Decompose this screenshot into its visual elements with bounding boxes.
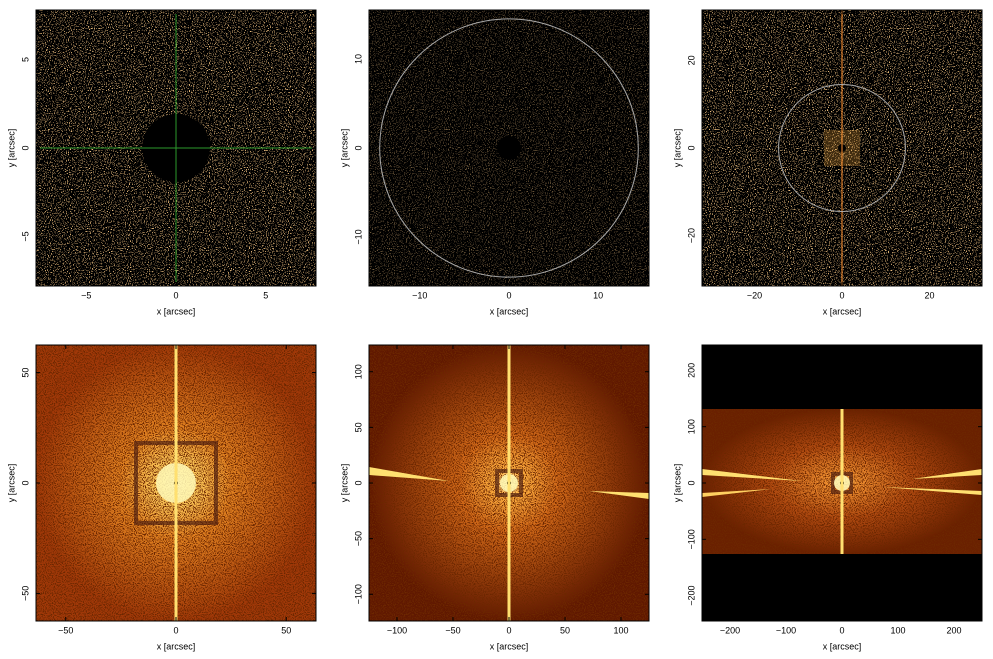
image-streak xyxy=(589,491,649,499)
x-tick-label: −200 xyxy=(720,625,740,635)
x-tick-label: −20 xyxy=(747,290,762,300)
x-tick-label: 20 xyxy=(924,290,934,300)
x-axis-label: x [arcsec] xyxy=(490,641,529,651)
y-tick-label: 0 xyxy=(353,480,363,485)
x-tick-label: 0 xyxy=(173,625,178,635)
x-axis-label: x [arcsec] xyxy=(823,306,862,316)
y-tick-label: 5 xyxy=(20,57,30,62)
y-tick-label: 100 xyxy=(353,364,363,379)
x-tick-label: −50 xyxy=(58,625,73,635)
image xyxy=(702,10,982,286)
image xyxy=(702,345,982,621)
image xyxy=(36,345,316,621)
x-axis-label: x [arcsec] xyxy=(157,306,196,316)
image xyxy=(36,10,316,286)
y-tick-label: 0 xyxy=(686,145,696,150)
image-hole xyxy=(497,136,521,160)
x-tick-label: −100 xyxy=(776,625,796,635)
x-tick-label: 0 xyxy=(839,290,844,300)
y-axis-label: y [arcsec] xyxy=(339,129,349,168)
panel: −200 −100 0 100 200 −200 −100 0 100 200 x [arcsec]… xyxy=(672,344,983,651)
y-axis-label: y [arcsec] xyxy=(672,464,682,503)
y-tick-label: 10 xyxy=(353,54,363,64)
y-axis-label: y [arcsec] xyxy=(6,464,16,503)
aperture-circle xyxy=(778,83,906,213)
image-streak xyxy=(702,469,802,481)
y-tick-label: 50 xyxy=(20,368,30,378)
image-streak xyxy=(369,467,449,481)
x-tick-label: 100 xyxy=(890,625,905,635)
y-tick-label: −100 xyxy=(353,584,363,604)
y-tick-label: −200 xyxy=(686,586,696,606)
panel: −100 −50 0 50 100 −100 −50 0 50 100 x [arcsec] y [a… xyxy=(339,344,650,651)
x-tick-label: 5 xyxy=(263,290,268,300)
x-tick-label: 200 xyxy=(946,625,961,635)
x-tick-label: 100 xyxy=(613,625,628,635)
y-tick-label: 0 xyxy=(686,480,696,485)
y-tick-label: −50 xyxy=(353,531,363,546)
y-tick-label: 0 xyxy=(20,480,30,485)
image-streak xyxy=(702,489,772,497)
y-tick-label: −20 xyxy=(686,228,696,243)
y-tick-label: −50 xyxy=(20,586,30,601)
x-tick-label: 50 xyxy=(281,625,291,635)
panel: −10 0 10 −10 0 10 x [arcsec] y [arcsec] xyxy=(339,9,650,316)
image xyxy=(369,345,649,621)
y-tick-label: 0 xyxy=(353,145,363,150)
image xyxy=(369,10,649,286)
x-tick-label: −5 xyxy=(81,290,91,300)
y-tick-label: 50 xyxy=(353,422,363,432)
y-tick-label: −100 xyxy=(686,529,696,549)
x-tick-label: 0 xyxy=(839,625,844,635)
aperture-circle xyxy=(379,18,639,278)
y-tick-label: 0 xyxy=(20,145,30,150)
panel: −5 0 5 −5 0 5 x [arcsec] y [arcsec] xyxy=(6,9,317,316)
x-tick-label: −50 xyxy=(445,625,460,635)
y-axis-label: y [arcsec] xyxy=(672,129,682,168)
x-tick-label: −100 xyxy=(387,625,407,635)
x-tick-label: 50 xyxy=(560,625,570,635)
y-tick-label: −5 xyxy=(20,231,30,241)
image-streak xyxy=(882,487,982,495)
panel: −20 0 20 −20 0 20 x [arcsec] y [arcsec] xyxy=(672,9,983,316)
y-tick-label: 200 xyxy=(686,363,696,378)
x-axis-label: x [arcsec] xyxy=(157,641,196,651)
x-axis-label: x [arcsec] xyxy=(823,641,862,651)
x-tick-label: 0 xyxy=(506,290,511,300)
x-tick-label: 10 xyxy=(593,290,603,300)
x-tick-label: 0 xyxy=(506,625,511,635)
x-tick-label: −10 xyxy=(412,290,427,300)
x-tick-label: 0 xyxy=(173,290,178,300)
image-streak xyxy=(912,469,982,479)
y-tick-label: 100 xyxy=(686,419,696,434)
y-tick-label: 20 xyxy=(686,55,696,65)
y-tick-label: −10 xyxy=(353,229,363,244)
y-axis-label: y [arcsec] xyxy=(339,464,349,503)
y-axis-label: y [arcsec] xyxy=(6,129,16,168)
panel: −50 0 50 −50 0 50 x [arcsec] y [arcsec] xyxy=(6,344,317,651)
x-axis-label: x [arcsec] xyxy=(490,306,529,316)
